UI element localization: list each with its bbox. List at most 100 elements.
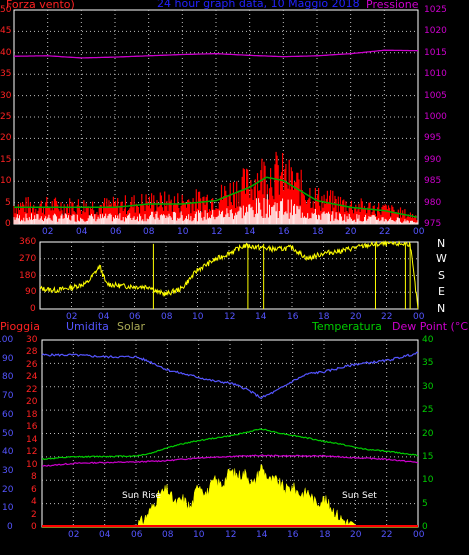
sun-rise-label: Sun Rise bbox=[122, 491, 161, 501]
compass-label: S bbox=[438, 269, 445, 282]
panel-1-x-tick: 10 bbox=[177, 227, 189, 237]
humidity-axis-tick: 0 bbox=[7, 522, 13, 532]
panel-3-x-tick: 08 bbox=[162, 530, 174, 540]
panel-3-x-tick: 10 bbox=[193, 530, 205, 540]
temperature-axis-tick: 25 bbox=[422, 405, 434, 415]
wind-axis-tick: 50 bbox=[0, 5, 12, 15]
panel-1-x-tick: 14 bbox=[244, 227, 256, 237]
pressure-axis-tick: 1005 bbox=[424, 91, 447, 101]
rain-axis-tick: 20 bbox=[26, 397, 38, 407]
wind-axis-tick: 45 bbox=[0, 26, 12, 36]
panel-1-x-tick: 22 bbox=[379, 227, 391, 237]
temperature-line bbox=[41, 428, 419, 461]
wind-axis-tick: 25 bbox=[0, 112, 12, 122]
panel-3-x-tick: 16 bbox=[287, 530, 299, 540]
temperature-axis-tick: 10 bbox=[422, 475, 434, 485]
rain-axis-tick: 8 bbox=[31, 472, 37, 482]
panel-1-x-tick: 04 bbox=[76, 227, 88, 237]
direction-axis-tick: 360 bbox=[19, 237, 37, 247]
panel-2-x-tick: 04 bbox=[98, 312, 110, 322]
rain-axis-title: Pioggia bbox=[0, 320, 40, 333]
panel-2-x-tick: 08 bbox=[161, 312, 173, 322]
humidity-axis-tick: 100 bbox=[0, 335, 14, 345]
humidity-axis-tick: 90 bbox=[2, 354, 14, 364]
humidity-axis-tick: 80 bbox=[2, 372, 14, 382]
direction-axis-tick: 270 bbox=[19, 254, 37, 264]
panel-2-x-tick: 00 bbox=[413, 312, 425, 322]
rain-axis-tick: 12 bbox=[26, 447, 38, 457]
temperature-axis-tick: 15 bbox=[422, 452, 434, 462]
pressure-axis-tick: 990 bbox=[424, 155, 442, 165]
panel-3-x-tick: 20 bbox=[350, 530, 362, 540]
pressure-axis-tick: 1010 bbox=[424, 69, 447, 79]
temperature-axis-tick: 20 bbox=[422, 429, 434, 439]
panel-1-x-tick: 12 bbox=[211, 227, 223, 237]
pressure-axis-tick: 1015 bbox=[424, 48, 447, 58]
panel-2-x-tick: 14 bbox=[255, 312, 267, 322]
panel-1-x-tick: 18 bbox=[312, 227, 324, 237]
humidity-axis-tick: 40 bbox=[2, 447, 14, 457]
wind-min-bars bbox=[13, 194, 418, 224]
pressure-axis-tick: 1000 bbox=[424, 112, 447, 122]
direction-axis-tick: 0 bbox=[30, 304, 36, 314]
solar-axis-title: Solar bbox=[117, 320, 146, 333]
wind-axis-tick: 30 bbox=[0, 91, 12, 101]
wind-axis-tick: 15 bbox=[0, 155, 12, 165]
panel-1-x-tick: 02 bbox=[42, 227, 54, 237]
rain-axis-tick: 30 bbox=[26, 335, 38, 345]
rain-axis-tick: 6 bbox=[31, 485, 37, 495]
chart-title: 24 hour graph data, 10 Maggio 2018 bbox=[157, 0, 360, 10]
panel-3-x-tick: 06 bbox=[131, 530, 143, 540]
pressure-axis-tick: 975 bbox=[424, 219, 442, 229]
panel-2-x-tick: 20 bbox=[350, 312, 362, 322]
wind-axis-tick: 0 bbox=[5, 219, 11, 229]
humidity-axis-tick: 30 bbox=[2, 466, 14, 476]
compass-label: E bbox=[438, 285, 445, 298]
panel-2-x-tick: 16 bbox=[287, 312, 299, 322]
humidity-axis-tick: 20 bbox=[2, 485, 14, 495]
panel-3-x-tick: 00 bbox=[413, 530, 425, 540]
panel-1-x-tick: 06 bbox=[110, 227, 122, 237]
pressure-axis-tick: 980 bbox=[424, 198, 442, 208]
temperature-axis-tick: 40 bbox=[422, 335, 434, 345]
wind-axis-tick: 20 bbox=[0, 133, 12, 143]
wind-axis-tick: 10 bbox=[0, 176, 12, 186]
temperature-axis-tick: 35 bbox=[422, 358, 434, 368]
wind-axis-tick: 40 bbox=[0, 48, 12, 58]
pressure-line bbox=[14, 49, 419, 59]
wind-axis-tick: 5 bbox=[5, 198, 11, 208]
panel-3-x-tick: 02 bbox=[68, 530, 80, 540]
pressure-axis-tick: 985 bbox=[424, 176, 442, 186]
direction-axis-tick: 90 bbox=[25, 287, 37, 297]
humidity-line bbox=[41, 351, 419, 400]
compass-label: N bbox=[437, 237, 446, 250]
temperature-axis-tick: 30 bbox=[422, 382, 434, 392]
dewpoint-axis-title: Dew Point (°C) bbox=[392, 320, 469, 333]
panel-2-x-tick: 18 bbox=[318, 312, 330, 322]
panel-2-x-tick: 02 bbox=[66, 312, 78, 322]
humidity-axis-tick: 70 bbox=[2, 391, 14, 401]
panel-3-x-tick: 12 bbox=[225, 530, 237, 540]
sun-set-label: Sun Set bbox=[342, 491, 377, 501]
rain-axis-tick: 18 bbox=[26, 410, 38, 420]
panel-1-x-tick: 08 bbox=[143, 227, 155, 237]
panel-3-x-tick: 04 bbox=[99, 530, 111, 540]
pressure-axis-tick: 995 bbox=[424, 133, 442, 143]
humidity-axis-tick: 10 bbox=[2, 503, 14, 513]
panel-3-x-tick: 22 bbox=[381, 530, 393, 540]
panel-3-x-tick: 14 bbox=[256, 530, 268, 540]
rain-axis-tick: 22 bbox=[26, 385, 38, 395]
temperature-axis-title: Temperatura bbox=[312, 320, 382, 333]
rain-axis-tick: 2 bbox=[31, 510, 37, 520]
rain-axis-tick: 14 bbox=[26, 435, 38, 445]
wind-axis-title: Forza vento) bbox=[6, 0, 75, 11]
wind-average-line bbox=[14, 176, 418, 218]
rain-axis-tick: 24 bbox=[26, 372, 38, 382]
rain-axis-tick: 0 bbox=[31, 522, 37, 532]
pressure-axis-title: Pressione bbox=[366, 0, 419, 11]
rain-axis-tick: 28 bbox=[26, 347, 38, 357]
compass-label: W bbox=[436, 252, 447, 265]
wind-speed-bars bbox=[13, 151, 418, 224]
humidity-axis-tick: 50 bbox=[2, 429, 14, 439]
